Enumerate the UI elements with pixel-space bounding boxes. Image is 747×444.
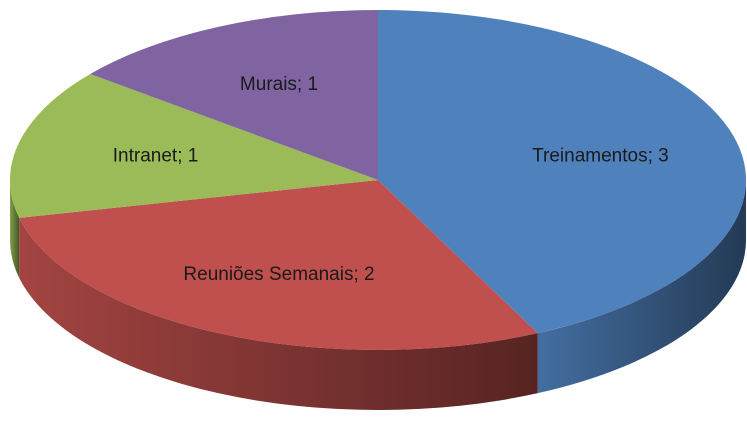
slice-side-shade bbox=[537, 180, 746, 394]
slice-side-shade bbox=[10, 180, 20, 278]
data-label: Reuniões Semanais; 2 bbox=[183, 264, 374, 285]
slice bbox=[19, 180, 538, 350]
slice bbox=[90, 10, 378, 180]
slice bbox=[378, 10, 746, 334]
slice bbox=[10, 74, 379, 218]
data-label: Intranet; 1 bbox=[113, 146, 199, 167]
data-label: Murais; 1 bbox=[240, 74, 318, 95]
slice-side-shade bbox=[19, 217, 538, 410]
data-label: Treinamentos; 3 bbox=[532, 146, 669, 167]
